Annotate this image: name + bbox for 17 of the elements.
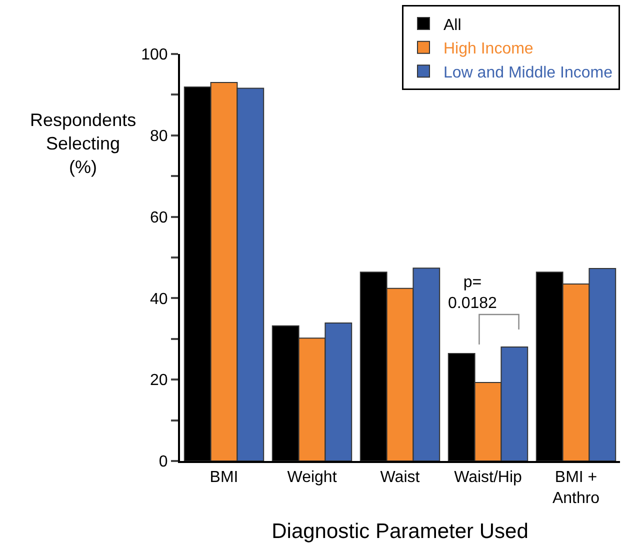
y-tick-label: 100 (141, 46, 168, 64)
x-tick-label: Waist/Hip (454, 469, 522, 486)
y-tick-label: 20 (150, 372, 168, 390)
legend-label: High Income (444, 40, 534, 58)
annotation: p= 0.0182 (448, 274, 498, 312)
y-tick-label: 80 (150, 128, 168, 145)
x-tick-label: BMI (210, 469, 238, 486)
legend-label: Low and Middle Income (444, 64, 613, 82)
y-axis-title: Respondents Selecting (%) (30, 110, 136, 177)
legend-label: All (444, 16, 462, 34)
x-tick-label: BMI + Anthro (552, 469, 600, 507)
y-tick-label: 0 (158, 454, 168, 471)
y-tick-label: 60 (150, 209, 168, 226)
x-tick-label: Waist (380, 469, 420, 486)
y-tick-label: 40 (150, 290, 168, 308)
x-axis-title: Diagnostic Parameter Used (272, 520, 528, 543)
x-tick-label: Weight (287, 469, 338, 486)
